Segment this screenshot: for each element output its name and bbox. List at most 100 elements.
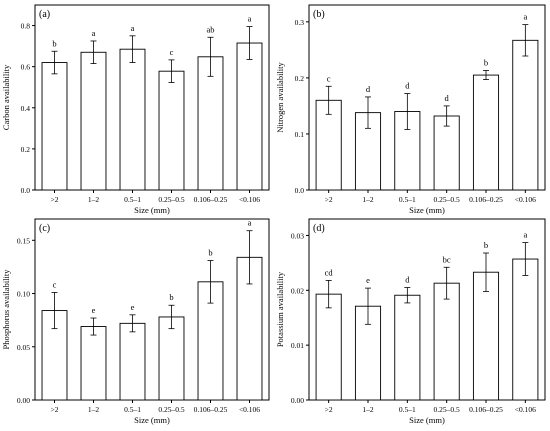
panel-label: (d) bbox=[313, 223, 325, 234]
significance-letter: a bbox=[92, 28, 96, 38]
significance-letter: b bbox=[484, 240, 488, 250]
x-tick-label: 1–2 bbox=[362, 195, 374, 204]
significance-letter: b bbox=[484, 58, 488, 68]
x-tick-label: 0.5–1 bbox=[124, 195, 141, 204]
significance-letter: a bbox=[248, 218, 252, 228]
panel-label: (b) bbox=[313, 9, 325, 20]
x-axis-label: Size (mm) bbox=[409, 205, 445, 215]
y-tick-label: 0.01 bbox=[291, 341, 304, 350]
bar bbox=[119, 322, 146, 401]
x-tick-label: <0.106 bbox=[239, 195, 260, 204]
x-tick-label: >2 bbox=[51, 195, 59, 204]
panel-label: (a) bbox=[39, 9, 50, 20]
x-tick-label: 0.5–1 bbox=[399, 405, 416, 414]
significance-letter: a bbox=[248, 14, 252, 24]
bar bbox=[80, 326, 107, 401]
x-tick-label: 0.25–0.5 bbox=[434, 405, 461, 414]
x-tick-label: 1–2 bbox=[88, 405, 100, 414]
y-tick-label: 0.10 bbox=[17, 290, 30, 299]
significance-letter: d bbox=[405, 275, 410, 285]
y-tick-label: 0.0 bbox=[21, 186, 31, 195]
significance-letter: b bbox=[169, 292, 173, 302]
x-tick-label: 0.25–0.5 bbox=[434, 195, 461, 204]
axes-frame bbox=[34, 218, 270, 401]
x-axis-label: Size (mm) bbox=[409, 415, 445, 425]
x-axis-label: Size (mm) bbox=[134, 205, 170, 215]
bar bbox=[158, 70, 185, 191]
y-tick-label: 0.6 bbox=[21, 63, 31, 72]
x-tick-label: 1–2 bbox=[362, 405, 374, 414]
bar bbox=[80, 51, 107, 191]
significance-letter: a bbox=[131, 23, 135, 33]
significance-letter: c bbox=[53, 279, 57, 289]
y-axis-label: Phosphorus availability bbox=[1, 269, 11, 350]
y-tick-label: 0.05 bbox=[17, 343, 30, 352]
bar bbox=[315, 293, 342, 401]
x-tick-label: <0.106 bbox=[515, 405, 536, 414]
axes-frame bbox=[34, 4, 270, 191]
chart-panel-c: (c) 0.00 0.05 0.10 0.15 c >2 e 1–2 e 0.5–1 b 0.25–0.… bbox=[1, 218, 270, 425]
y-tick-label: 0.15 bbox=[17, 236, 30, 245]
x-tick-label: <0.106 bbox=[515, 195, 536, 204]
significance-letter: b bbox=[52, 38, 56, 48]
significance-letter: e bbox=[366, 275, 370, 285]
axes-frame bbox=[308, 4, 546, 191]
y-tick-label: 0.1 bbox=[295, 130, 305, 139]
panel-label: (c) bbox=[39, 223, 50, 234]
chart-panel-a: (a) 0.0 0.2 0.4 0.6 0.8 b >2 a 1–2 a 0.5–1 c 0.25–0.5… bbox=[1, 4, 270, 215]
y-tick-label: 0.00 bbox=[17, 396, 30, 405]
bar bbox=[433, 115, 460, 191]
significance-letter: b bbox=[208, 248, 212, 258]
x-tick-label: 0.5–1 bbox=[399, 195, 416, 204]
y-tick-label: 0.02 bbox=[291, 286, 304, 295]
x-axis-label: Size (mm) bbox=[134, 415, 170, 425]
x-tick-label: >2 bbox=[325, 405, 333, 414]
significance-letter: a bbox=[523, 12, 527, 22]
y-tick-label: 0.0 bbox=[295, 186, 305, 195]
bar bbox=[512, 258, 539, 401]
bar bbox=[197, 56, 224, 191]
significance-letter: a bbox=[523, 230, 527, 240]
bar bbox=[158, 316, 185, 401]
x-tick-label: 0.25–0.5 bbox=[158, 195, 185, 204]
bar bbox=[236, 42, 263, 191]
y-tick-label: 0.2 bbox=[295, 74, 305, 83]
significance-letter: ab bbox=[206, 24, 214, 34]
y-tick-label: 0.3 bbox=[295, 18, 305, 27]
bar bbox=[512, 39, 539, 191]
bar bbox=[472, 271, 500, 401]
y-tick-label: 0.8 bbox=[21, 22, 31, 31]
y-axis-label: Carbon availability bbox=[1, 64, 11, 130]
y-tick-label: 0.2 bbox=[21, 145, 31, 154]
x-tick-label: 1–2 bbox=[88, 195, 100, 204]
x-tick-label: >2 bbox=[51, 405, 59, 414]
y-tick-label: 0.00 bbox=[291, 396, 304, 405]
bar bbox=[394, 294, 421, 401]
bar bbox=[41, 62, 68, 191]
axes-frame bbox=[308, 218, 546, 401]
x-tick-label: 0.25–0.5 bbox=[158, 405, 185, 414]
x-tick-label: <0.106 bbox=[239, 405, 260, 414]
y-tick-label: 0.4 bbox=[21, 104, 31, 113]
x-tick-label: 0.106–0.25 bbox=[194, 195, 228, 204]
y-axis-label: Potassium availability bbox=[275, 271, 285, 347]
y-axis-label: Nitrogen availability bbox=[275, 61, 285, 132]
significance-letter: c bbox=[170, 47, 174, 57]
chart-panel-b: (b) 0.0 0.1 0.2 0.3 c >2 d 1–2 d 0.5–1 d 0.25–0.5 b 0.… bbox=[275, 4, 546, 215]
y-tick-label: 0.03 bbox=[291, 231, 304, 240]
bar bbox=[119, 48, 146, 191]
bar bbox=[433, 282, 460, 401]
x-tick-label: 0.106–0.25 bbox=[469, 195, 503, 204]
x-tick-label: 0.5–1 bbox=[124, 405, 141, 414]
significance-letter: d bbox=[366, 84, 371, 94]
x-tick-label: 0.106–0.25 bbox=[469, 405, 503, 414]
bar bbox=[315, 99, 342, 191]
significance-letter: bc bbox=[443, 254, 451, 264]
x-tick-label: >2 bbox=[325, 195, 333, 204]
chart-panel-d: (d) 0.00 0.01 0.02 0.03 cd >2 e 1–2 d 0.5–1 bc 0.25–… bbox=[275, 218, 546, 425]
significance-letter: e bbox=[131, 302, 135, 312]
significance-letter: e bbox=[92, 305, 96, 315]
significance-letter: d bbox=[445, 93, 450, 103]
significance-letter: c bbox=[327, 73, 331, 83]
